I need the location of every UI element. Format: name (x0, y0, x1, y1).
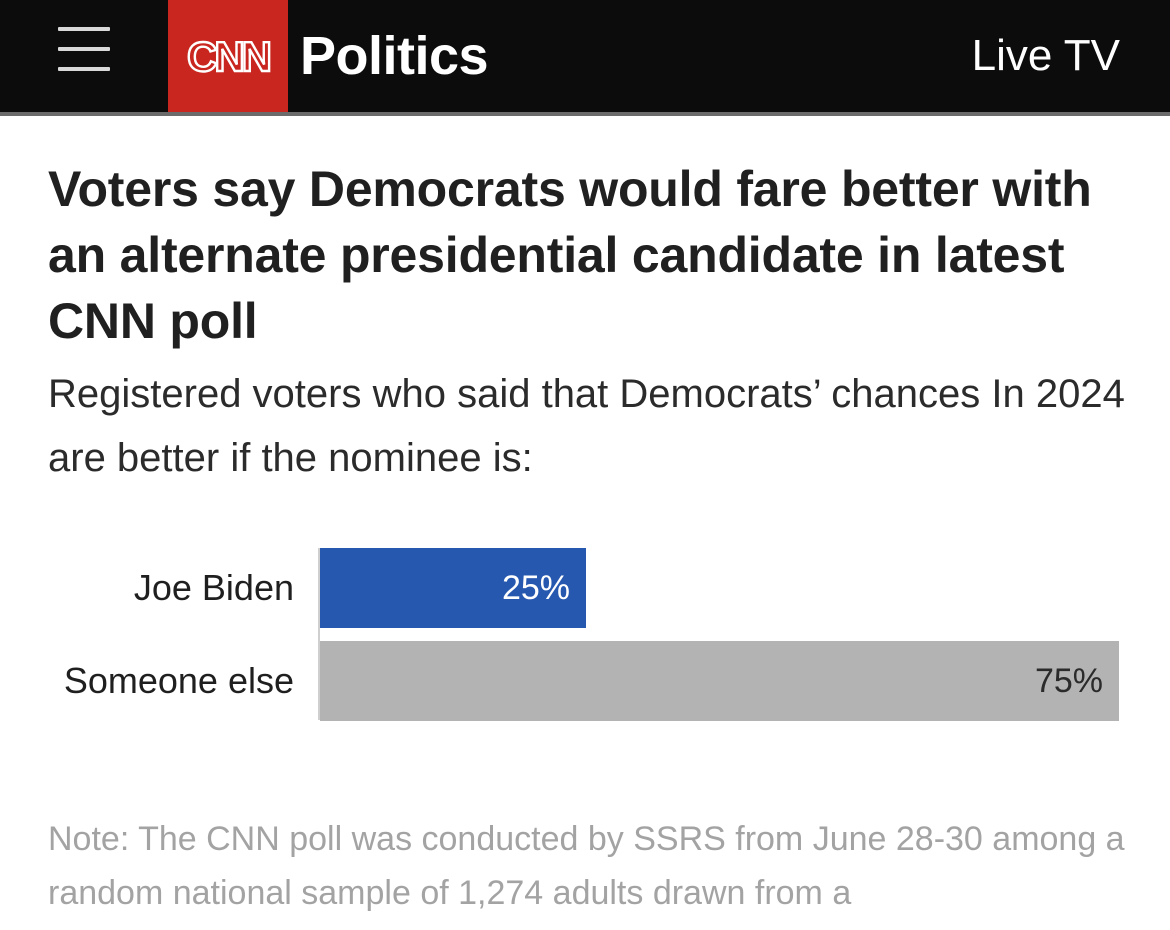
chart-subtitle: Registered voters who said that Democrat… (48, 372, 1125, 480)
cnn-logo[interactable]: CNN (168, 0, 288, 112)
top-nav-bar: CNN Politics Live TV (0, 0, 1170, 116)
bar-value-someone-else: 75% (1034, 662, 1103, 700)
menu-line (58, 67, 110, 71)
cnn-logo-mark: CNN (186, 32, 274, 81)
menu-line (58, 27, 110, 31)
bar-row-someone-else: Someone else 75% (0, 641, 1170, 721)
bar-label-someone-else: Someone else (63, 660, 294, 701)
section-title-politics[interactable]: Politics (300, 26, 489, 86)
bar-value-joe-biden: 25% (501, 569, 570, 607)
bar-someone-else: 75% (320, 641, 1119, 721)
article-headline: Voters say Democrats would fare better w… (48, 161, 1092, 349)
chart-axis-line (318, 548, 320, 720)
live-tv-link[interactable]: Live TV (971, 31, 1120, 80)
hamburger-menu-icon[interactable] (58, 27, 110, 75)
poll-note: Note: The CNN poll was conducted by SSRS… (48, 820, 1125, 912)
menu-line (58, 47, 110, 51)
bar-joe-biden: 25% (320, 548, 586, 628)
cnn-logo-text: CNN (187, 33, 270, 80)
bar-label-joe-biden: Joe Biden (133, 567, 294, 608)
bar-chart: Joe Biden 25% Someone else 75% (0, 540, 1170, 730)
bar-row-joe-biden: Joe Biden 25% (0, 548, 1170, 628)
